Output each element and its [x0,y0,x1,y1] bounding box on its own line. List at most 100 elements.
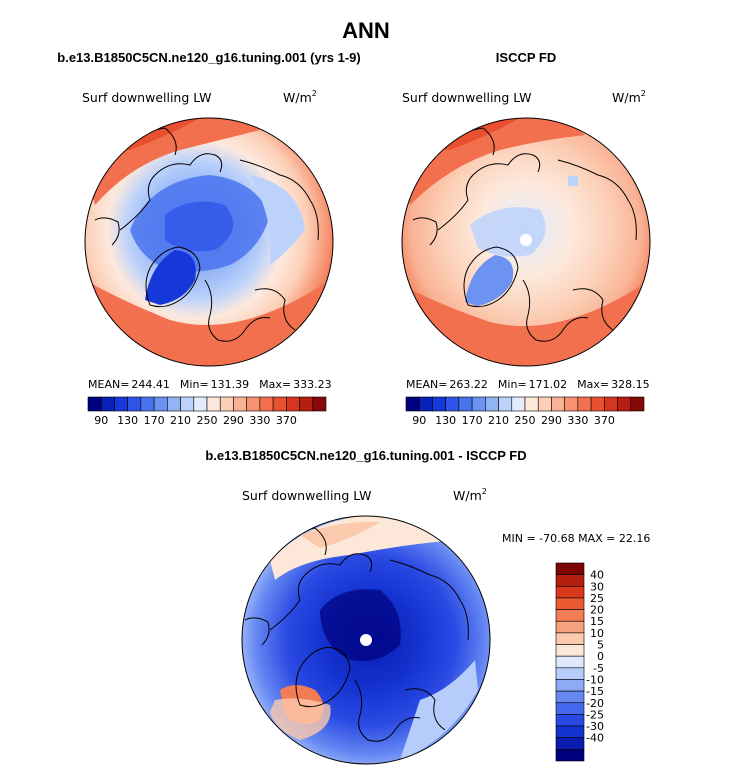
panel-obs-units: W/m2 [612,89,646,105]
panel-obs-title: ISCCP FD [496,50,556,65]
colorbar-model-swatch [140,396,155,412]
colorbar-model-swatch [114,396,128,412]
colorbar-obs-swatch [577,396,592,412]
colorbar-obs-swatch [471,396,486,412]
map-diff [242,516,490,764]
colorbar-model-swatch [272,396,287,412]
colorbar-diff-tick-label: 0 [597,650,604,663]
colorbar-model-tick-label: 370 [276,414,297,427]
colorbar-obs-swatch [405,396,420,412]
colorbar-obs-swatch [551,396,565,412]
colorbar-diff-tick-label: -30 [586,720,604,733]
colorbar-model-tick-label: 290 [223,414,244,427]
colorbar-model-swatch [233,396,247,412]
panel-diff-title: b.e13.B1850C5CN.ne120_g16.tuning.001 - I… [205,448,526,463]
colorbar-obs-swatch [590,396,605,412]
panel-model-variable: Surf downwelling LW [82,90,211,105]
colorbar-obs-swatch [617,396,632,412]
colorbar-obs-swatch [485,396,499,412]
colorbar-obs-swatch [418,396,433,412]
colorbar-diff-swatch [555,574,585,587]
colorbar-diff-swatch [555,725,585,739]
colorbar-diff-tick-label: -5 [593,662,604,675]
colorbar-diff-swatch [555,632,585,645]
colorbar-model-swatch [206,396,221,412]
colorbar-model-swatch [219,396,234,412]
map-model-outline [84,117,334,367]
panel-model-stats: MEAN= 244.41 Min= 131.39 Max= 333.23 [88,378,332,391]
colorbar-model-swatch [259,396,274,412]
colorbar-diff-swatch [555,679,585,692]
colorbar-model-tick-label: 90 [94,414,108,427]
colorbar-diff-swatch [555,585,585,599]
panel-obs-stats: MEAN= 263.22 Min= 171.02 Max= 328.15 [406,378,650,391]
colorbar-diff-swatch [555,690,585,704]
colorbar-obs-swatch [630,396,645,412]
colorbar-obs-tick-label: 250 [515,414,536,427]
colorbar-model-tick-label: 130 [117,414,138,427]
panel-model: b.e13.B1850C5CN.ne120_g16.tuning.001 (yr… [57,50,360,427]
colorbar-diff-swatch [555,620,585,634]
colorbar-obs-tick-label: 90 [412,414,426,427]
panel-model-units: W/m2 [283,89,317,105]
colorbar-model-swatch [286,396,300,412]
colorbar-model-swatch [127,396,142,412]
colorbar-diff-swatch [555,655,585,669]
colorbar-diff-swatch [555,562,585,575]
colorbar-obs-swatch [537,396,552,412]
colorbar-diff-tick-label: 40 [590,569,604,582]
colorbar-model-swatch [167,396,181,412]
colorbar-model-swatch [100,396,115,412]
panel-obs-variable: Surf downwelling LW [402,90,531,105]
colorbar-diff-swatch [555,644,585,657]
colorbar-diff-tick-label: 25 [590,592,604,605]
colorbar-diff-tick-label: 15 [590,615,604,628]
colorbar-diff-tick-label: -20 [586,697,604,710]
colorbar-model-swatch [193,396,208,412]
colorbar-model-swatch [153,396,168,412]
colorbar-obs-tick-label: 210 [488,414,509,427]
colorbar-diff-swatch [555,749,585,762]
colorbar-obs-tick-label: 370 [594,414,615,427]
colorbar-model: 90 130 170 210 250 290 330 370 [87,396,327,427]
map-model [85,118,333,366]
colorbar-model-tick-label: 210 [170,414,191,427]
colorbar-obs-swatch [445,396,460,412]
obs-pole-hole [520,234,532,246]
colorbar-diff-swatch [555,737,585,750]
panel-obs: ISCCP FD Surf downwelling LW W/m2 MEA [401,50,651,427]
coastlines-obs [412,127,637,342]
colorbar-obs-swatch [498,396,513,412]
colorbar-obs-tick-label: 170 [462,414,483,427]
panel-diff-units: W/m2 [453,487,487,503]
colorbar-diff-tick-label: 30 [590,580,604,593]
colorbar-model-swatch [246,396,261,412]
colorbar-diff-swatch [555,667,585,680]
diff-pole-hole [360,634,372,646]
colorbar-model-tick-label: 170 [144,414,165,427]
panel-diff: b.e13.B1850C5CN.ne120_g16.tuning.001 - I… [205,448,650,765]
colorbar-obs-swatch [511,396,526,412]
colorbar-model-swatch [299,396,314,412]
colorbar-obs: 90 130 170 210 250 290 330 370 [405,396,645,427]
panel-model-title: b.e13.B1850C5CN.ne120_g16.tuning.001 (yr… [57,50,360,65]
colorbar-diff-tick-label: 20 [590,604,604,617]
colorbar-diff-swatch [555,609,585,622]
panel-diff-minmax: MIN = -70.68 MAX = 22.16 [502,532,650,545]
colorbar-obs-swatch [432,396,446,412]
colorbar-obs-tick-label: 290 [541,414,562,427]
figure-title: ANN [342,18,390,43]
colorbar-diff-tick-label: -40 [586,732,604,745]
colorbar-diff-tick-label: -25 [586,708,604,721]
colorbar-diff-swatch [555,597,585,610]
colorbar-model-swatch [87,396,102,412]
colorbar-obs-tick-label: 130 [435,414,456,427]
colorbar-diff-tick-label: 10 [590,627,604,640]
colorbar-obs-swatch [458,396,473,412]
colorbar-diff-swatch [555,702,585,715]
colorbar-obs-swatch [604,396,618,412]
colorbar-diff-tick-label: -10 [586,673,604,686]
colorbar-model-swatch [180,396,195,412]
